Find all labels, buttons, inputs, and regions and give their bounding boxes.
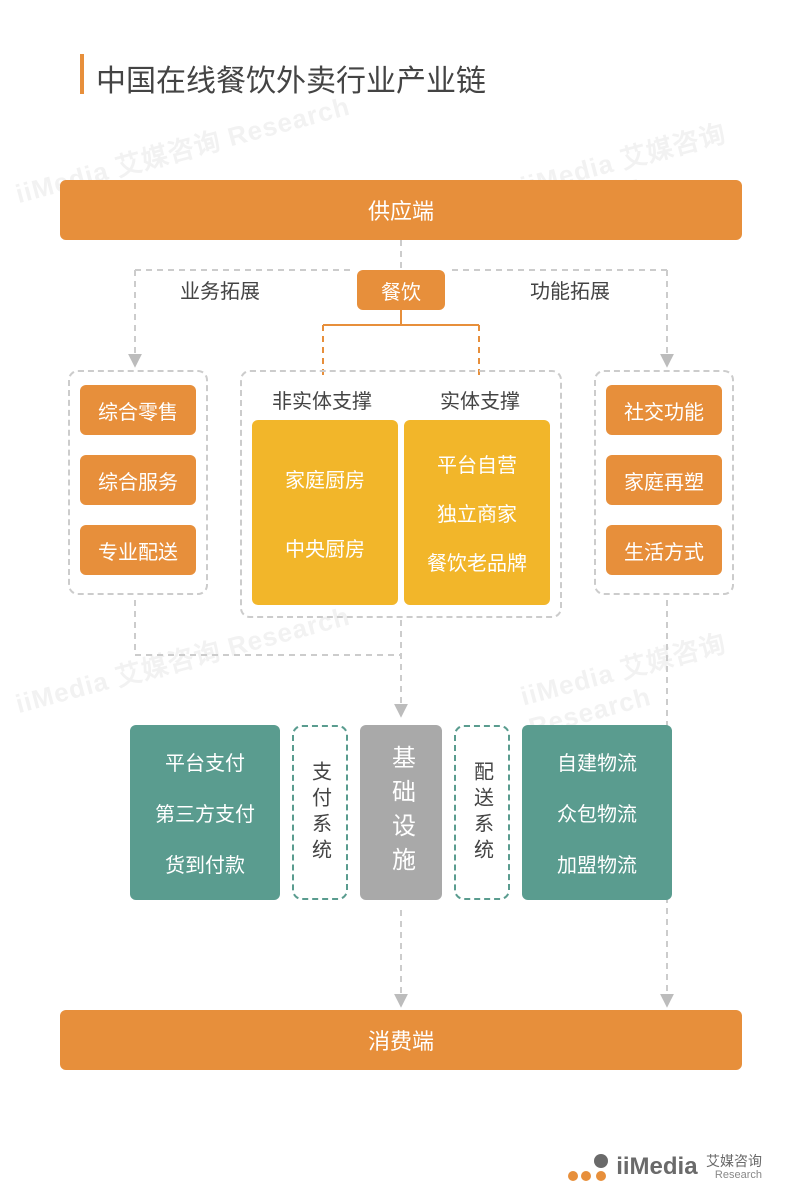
logo-main: iiMedia (616, 1153, 697, 1180)
delivery-item-0: 自建物流 (557, 747, 637, 776)
left-item-2-label: 专业配送 (98, 536, 178, 565)
payment-block: 平台支付 第三方支付 货到付款 (130, 725, 280, 900)
payment-item-2: 货到付款 (165, 849, 245, 878)
left-item-1: 综合服务 (80, 455, 196, 505)
page-title-area: 中国在线餐饮外卖行业产业链 (96, 56, 486, 100)
right-item-1-label: 家庭再塑 (624, 466, 704, 495)
delivery-system-box: 配送系统 (454, 725, 510, 900)
infra-center-box: 基础设施 (360, 725, 442, 900)
consumer-bar: 消费端 (60, 1010, 742, 1070)
center-right-header: 实体支撑 (440, 385, 520, 414)
right-item-0-label: 社交功能 (624, 396, 704, 425)
right-item-0: 社交功能 (606, 385, 722, 435)
catering-chip: 餐饮 (357, 270, 445, 310)
supply-bar: 供应端 (60, 180, 742, 240)
center-right-col: 平台自营 独立商家 餐饮老品牌 (404, 420, 550, 605)
center-right-item-0: 平台自营 (437, 449, 517, 478)
branch-left-label: 业务拓展 (180, 275, 260, 304)
logo-cn: 艾媒咨询 (706, 1154, 762, 1169)
catering-label: 餐饮 (381, 276, 421, 305)
center-right-item-1: 独立商家 (437, 498, 517, 527)
title-accent-bar (80, 54, 84, 94)
branch-right-label: 功能拓展 (530, 275, 610, 304)
right-item-2-label: 生活方式 (624, 536, 704, 565)
brand-logo: iiMedia 艾媒咨询 Research (568, 1154, 762, 1181)
supply-label: 供应端 (368, 194, 434, 226)
delivery-item-1: 众包物流 (557, 798, 637, 827)
payment-system-box: 支付系统 (292, 725, 348, 900)
left-item-0: 综合零售 (80, 385, 196, 435)
logo-text: iiMedia 艾媒咨询 Research (616, 1154, 762, 1181)
center-right-item-2: 餐饮老品牌 (427, 547, 527, 576)
industry-chain-diagram: 供应端 餐饮 业务拓展 功能拓展 综合零售 综合服务 专业配送 非实体支撑 实体… (60, 170, 742, 1090)
payment-system-label: 支付系统 (306, 761, 335, 865)
center-left-col: 家庭厨房 中央厨房 (252, 420, 398, 605)
left-item-1-label: 综合服务 (98, 466, 178, 495)
center-left-item-0: 家庭厨房 (285, 464, 365, 493)
page-title: 中国在线餐饮外卖行业产业链 (96, 56, 486, 100)
consumer-label: 消费端 (368, 1024, 434, 1056)
center-left-header: 非实体支撑 (272, 385, 372, 414)
left-item-2: 专业配送 (80, 525, 196, 575)
payment-item-0: 平台支付 (165, 747, 245, 776)
right-item-2: 生活方式 (606, 525, 722, 575)
center-left-item-1: 中央厨房 (285, 533, 365, 562)
left-item-0-label: 综合零售 (98, 396, 178, 425)
delivery-item-2: 加盟物流 (557, 849, 637, 878)
delivery-system-label: 配送系统 (468, 761, 497, 865)
right-item-1: 家庭再塑 (606, 455, 722, 505)
payment-item-1: 第三方支付 (155, 798, 255, 827)
logo-dots-icon (568, 1154, 608, 1181)
infra-center-label: 基础设施 (384, 745, 419, 881)
logo-sub: Research (706, 1169, 762, 1181)
delivery-block: 自建物流 众包物流 加盟物流 (522, 725, 672, 900)
